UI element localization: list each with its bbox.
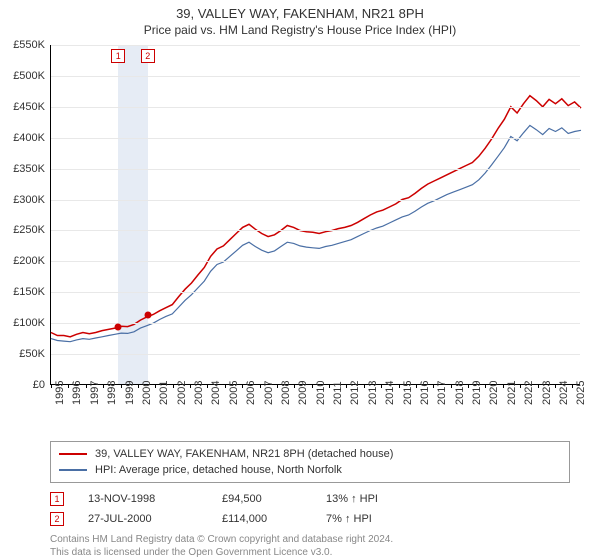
plot-area: 12 xyxy=(50,45,580,385)
ytick-label: £350K xyxy=(5,163,45,175)
xtick-mark xyxy=(294,384,295,388)
sale-hpi-2: 7% ↑ HPI xyxy=(326,513,416,525)
sale-dot xyxy=(144,311,151,318)
ytick-label: £0 xyxy=(5,379,45,391)
ytick-label: £250K xyxy=(5,224,45,236)
title-main: 39, VALLEY WAY, FAKENHAM, NR21 8PH xyxy=(0,6,600,21)
xtick-mark xyxy=(86,384,87,388)
sales-row-1: 1 13-NOV-1998 £94,500 13% ↑ HPI xyxy=(50,489,570,509)
sale-marker-2: 2 xyxy=(50,512,64,526)
sales-row-2: 2 27-JUL-2000 £114,000 7% ↑ HPI xyxy=(50,509,570,529)
sale-date-1: 13-NOV-1998 xyxy=(88,493,198,505)
xtick-mark xyxy=(416,384,417,388)
gridline-h xyxy=(51,354,580,355)
ytick-label: £550K xyxy=(5,39,45,51)
gridline-h xyxy=(51,138,580,139)
gridline-h xyxy=(51,230,580,231)
xtick-mark xyxy=(555,384,556,388)
ytick-label: £200K xyxy=(5,255,45,267)
ytick-label: £150K xyxy=(5,286,45,298)
xtick-mark xyxy=(207,384,208,388)
xtick-mark xyxy=(138,384,139,388)
xtick-mark xyxy=(520,384,521,388)
xtick-mark xyxy=(242,384,243,388)
legend-label-hpi: HPI: Average price, detached house, Nort… xyxy=(95,464,342,476)
sale-dot xyxy=(115,323,122,330)
ytick-label: £100K xyxy=(5,317,45,329)
chart: 12 £0£50K£100K£150K£200K£250K£300K£350K£… xyxy=(0,37,600,437)
gridline-h xyxy=(51,45,580,46)
ytick-label: £300K xyxy=(5,194,45,206)
xtick-mark xyxy=(503,384,504,388)
sale-marker-box: 1 xyxy=(111,49,125,63)
footer-note: Contains HM Land Registry data © Crown c… xyxy=(50,533,570,559)
xtick-mark xyxy=(155,384,156,388)
sale-price-2: £114,000 xyxy=(222,513,302,525)
sale-price-1: £94,500 xyxy=(222,493,302,505)
ytick-label: £450K xyxy=(5,101,45,113)
sale-hpi-1: 13% ↑ HPI xyxy=(326,493,416,505)
title-sub: Price paid vs. HM Land Registry's House … xyxy=(0,23,600,37)
legend-swatch-property xyxy=(59,453,87,455)
ytick-label: £50K xyxy=(5,348,45,360)
xtick-mark xyxy=(381,384,382,388)
xtick-mark xyxy=(68,384,69,388)
footer-line1: Contains HM Land Registry data © Crown c… xyxy=(50,533,570,546)
xtick-mark xyxy=(451,384,452,388)
series-property-line xyxy=(51,96,581,337)
xtick-mark xyxy=(485,384,486,388)
gridline-h xyxy=(51,261,580,262)
line-layer xyxy=(51,45,580,384)
xtick-mark xyxy=(277,384,278,388)
legend: 39, VALLEY WAY, FAKENHAM, NR21 8PH (deta… xyxy=(50,441,570,483)
xtick-mark xyxy=(312,384,313,388)
xtick-mark xyxy=(433,384,434,388)
xtick-mark xyxy=(399,384,400,388)
legend-row-hpi: HPI: Average price, detached house, Nort… xyxy=(59,462,561,478)
xtick-mark xyxy=(103,384,104,388)
xtick-mark xyxy=(468,384,469,388)
xtick-mark xyxy=(346,384,347,388)
sale-marker-1: 1 xyxy=(50,492,64,506)
xtick-mark xyxy=(225,384,226,388)
legend-label-property: 39, VALLEY WAY, FAKENHAM, NR21 8PH (deta… xyxy=(95,448,393,460)
gridline-h xyxy=(51,323,580,324)
ytick-label: £500K xyxy=(5,70,45,82)
xtick-mark xyxy=(329,384,330,388)
gridline-h xyxy=(51,107,580,108)
ytick-label: £400K xyxy=(5,132,45,144)
sale-date-2: 27-JUL-2000 xyxy=(88,513,198,525)
legend-swatch-hpi xyxy=(59,469,87,471)
xtick-mark xyxy=(190,384,191,388)
xtick-mark xyxy=(51,384,52,388)
sales-table: 1 13-NOV-1998 £94,500 13% ↑ HPI 2 27-JUL… xyxy=(50,489,570,529)
legend-row-property: 39, VALLEY WAY, FAKENHAM, NR21 8PH (deta… xyxy=(59,446,561,462)
xtick-mark xyxy=(364,384,365,388)
gridline-h xyxy=(51,76,580,77)
xtick-mark xyxy=(121,384,122,388)
xtick-mark xyxy=(572,384,573,388)
title-block: 39, VALLEY WAY, FAKENHAM, NR21 8PH Price… xyxy=(0,0,600,37)
xtick-mark xyxy=(260,384,261,388)
xtick-mark xyxy=(173,384,174,388)
gridline-h xyxy=(51,200,580,201)
sale-marker-box: 2 xyxy=(141,49,155,63)
xtick-mark xyxy=(538,384,539,388)
gridline-h xyxy=(51,169,580,170)
gridline-h xyxy=(51,292,580,293)
footer-line2: This data is licensed under the Open Gov… xyxy=(50,546,570,559)
